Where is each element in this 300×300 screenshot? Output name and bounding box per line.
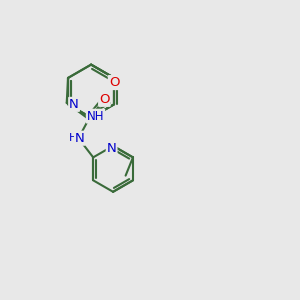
Text: O: O <box>109 76 119 89</box>
Text: H: H <box>69 133 77 143</box>
Text: N: N <box>107 142 116 155</box>
Text: N: N <box>69 98 79 111</box>
Text: N: N <box>75 132 85 145</box>
Text: NH: NH <box>87 110 104 123</box>
Text: O: O <box>99 93 110 106</box>
